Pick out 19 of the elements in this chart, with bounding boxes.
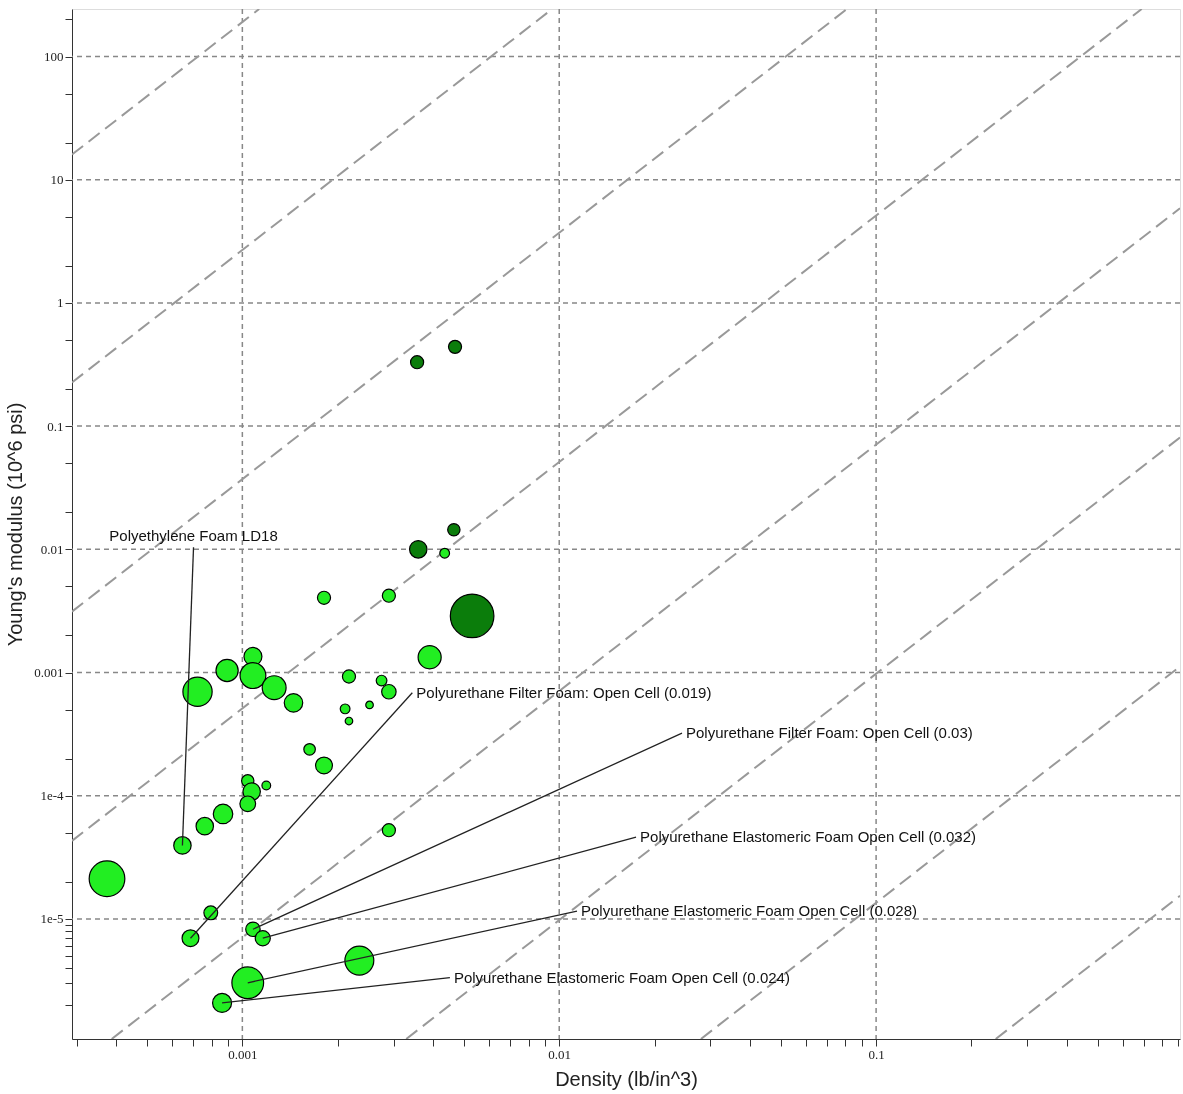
y-tick-label: 1 <box>57 295 64 311</box>
x-tick-label: 0.01 <box>548 1046 572 1062</box>
x-tick-label: 0.1 <box>868 1046 885 1062</box>
annotation: Polyethylene Foam LD18 <box>109 527 278 545</box>
y-tick-label: 10 <box>50 172 64 188</box>
y-tick-label: 1e-5 <box>40 911 64 927</box>
annotation: Polyurethane Elastomeric Foam Open Cell (0.024) <box>453 968 790 986</box>
y-axis-title: Young's modulus (10^6 psi) <box>4 402 27 647</box>
x-tick-label: 0.001 <box>228 1046 258 1062</box>
annotation: Polyurethane Filter Foam: Open Cell (0.019) <box>416 683 712 701</box>
x-axis-title: Density (lb/in^3) <box>555 1067 698 1090</box>
y-tick-label: 0.1 <box>47 418 64 434</box>
y-tick-label: 1e-4 <box>40 788 64 804</box>
annotation: Polyurethane Elastomeric Foam Open Cell (0.028) <box>580 902 917 920</box>
y-tick-label: 0.001 <box>34 665 64 681</box>
annotation: Polyurethane Elastomeric Foam Open Cell (0.032) <box>640 828 977 846</box>
y-tick-label: 0.01 <box>40 541 64 557</box>
y-tick-label: 100 <box>44 49 64 65</box>
annotation: Polyurethane Filter Foam: Open Cell (0.03) <box>685 724 973 742</box>
